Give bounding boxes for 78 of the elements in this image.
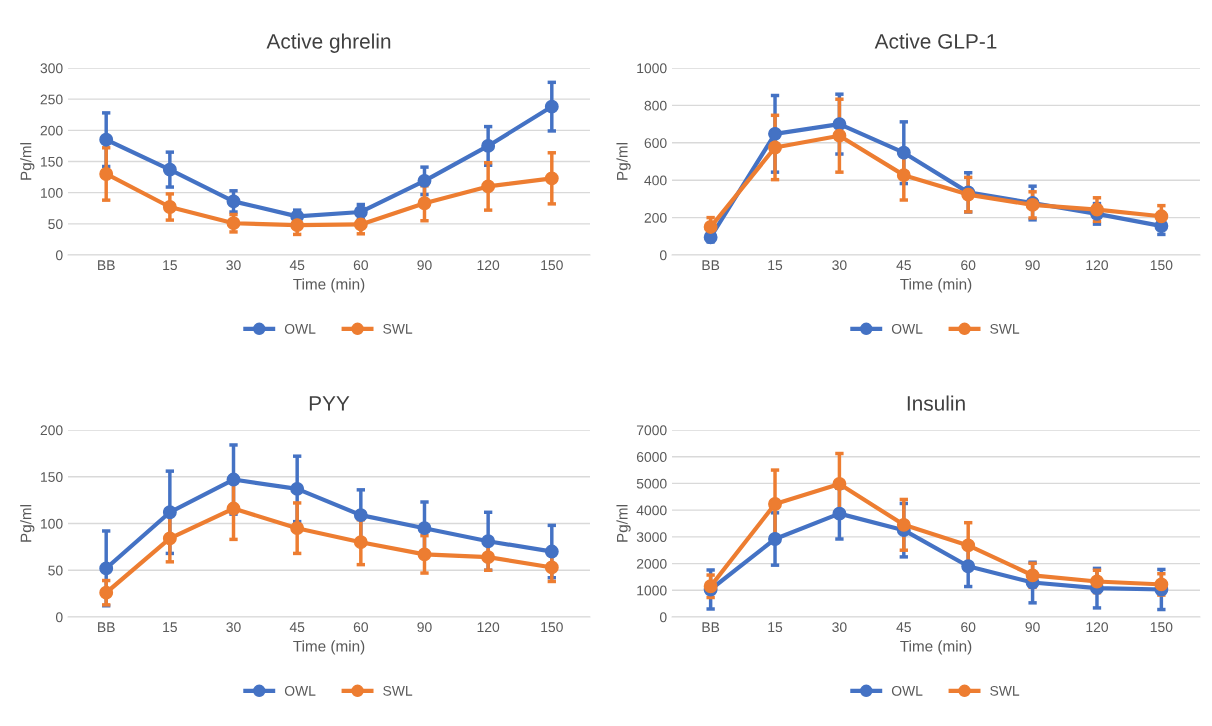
y-tick-label: 100	[41, 188, 63, 198]
y-tick-label: 800	[644, 100, 667, 111]
x-tick-label: 90	[417, 260, 432, 271]
x-tick-label: 60	[961, 622, 976, 633]
chart-title: Active GLP-1	[874, 33, 997, 49]
x-tick-label: 90	[417, 622, 432, 633]
y-tick-label: 200	[40, 425, 63, 436]
x-tick-label: 90	[1025, 622, 1040, 633]
y-tick-label: 600	[644, 138, 667, 148]
x-tick-label: 120	[1086, 260, 1109, 271]
y-tick-label: 3000	[636, 532, 667, 543]
x-tick-label: 45	[289, 260, 305, 271]
y-tick-label: 150	[41, 156, 63, 167]
y-tick-label: 150	[41, 472, 63, 482]
y-tick-label: 200	[40, 125, 63, 136]
x-tick-label: 45	[289, 622, 305, 633]
y-tick-label: 50	[48, 565, 63, 576]
x-tick-label: 30	[832, 260, 847, 271]
y-tick-label: 0	[55, 250, 63, 261]
legend-label: OWL	[891, 323, 923, 334]
y-tick-label: 1000	[637, 585, 667, 596]
chart-title: PYY	[309, 396, 350, 411]
y-axis-title: Pg/ml	[616, 504, 631, 542]
y-tick-label: 0	[55, 612, 63, 623]
y-axis-title: Pg/ml	[20, 504, 35, 542]
y-tick-label: 50	[48, 219, 63, 229]
y-tick-label: 1000	[637, 63, 667, 74]
legend-label: SWL	[990, 685, 1020, 696]
x-tick-label: 90	[1025, 260, 1040, 271]
y-tick-label: 7000	[636, 425, 667, 436]
x-tick-label: 30	[832, 622, 847, 633]
x-tick-label: BB	[98, 622, 115, 632]
x-tick-label: 120	[1086, 622, 1109, 633]
x-tick-label: 60	[353, 622, 369, 633]
y-tick-label: 0	[659, 250, 667, 261]
x-tick-label: 150	[1150, 622, 1173, 633]
x-tick-label: 60	[961, 260, 976, 271]
x-axis-title: Time (min)	[900, 640, 972, 655]
y-tick-label: 0	[659, 612, 667, 623]
x-tick-label: 30	[226, 260, 241, 271]
chart-title: Active ghrelin	[266, 33, 391, 53]
legend-label: SWL	[383, 685, 413, 696]
x-tick-label: 150	[541, 622, 563, 633]
x-tick-label: BB	[702, 622, 720, 632]
x-axis-title: Time (min)	[293, 278, 365, 293]
y-tick-label: 4000	[636, 505, 667, 516]
legend-label: SWL	[383, 323, 413, 334]
x-tick-label: 150	[1150, 260, 1173, 271]
x-tick-label: 30	[226, 622, 241, 633]
x-tick-label: 15	[768, 260, 783, 271]
y-tick-label: 100	[41, 518, 63, 529]
x-axis-title: Time (min)	[900, 278, 972, 293]
y-axis-title: Pg/ml	[20, 142, 35, 180]
legend-label: SWL	[990, 323, 1020, 334]
y-tick-label: 5000	[636, 478, 667, 489]
y-tick-label: 250	[40, 94, 63, 105]
x-axis-title: Time (min)	[293, 640, 365, 655]
legend-label: OWL	[891, 685, 923, 696]
x-tick-label: 120	[477, 260, 500, 271]
x-tick-label: BB	[98, 260, 115, 270]
y-tick-label: 200	[644, 212, 667, 223]
x-tick-label: 15	[163, 622, 177, 633]
legend-label: OWL	[284, 323, 316, 334]
legend-label: OWL	[284, 685, 316, 696]
x-tick-label: BB	[702, 260, 720, 270]
x-tick-label: 120	[477, 622, 500, 633]
x-tick-label: 60	[353, 260, 369, 271]
chart-title: Insulin	[907, 395, 965, 411]
x-tick-label: 150	[541, 260, 563, 271]
y-axis-title: Pg/ml	[616, 142, 631, 180]
x-tick-label: 15	[163, 260, 177, 271]
x-tick-label: 45	[896, 622, 911, 633]
y-tick-label: 400	[644, 175, 667, 186]
x-tick-label: 45	[896, 260, 911, 271]
y-tick-label: 300	[40, 63, 63, 74]
y-tick-label: 2000	[636, 558, 667, 569]
x-tick-label: 15	[768, 622, 783, 633]
y-tick-label: 6000	[636, 452, 667, 462]
